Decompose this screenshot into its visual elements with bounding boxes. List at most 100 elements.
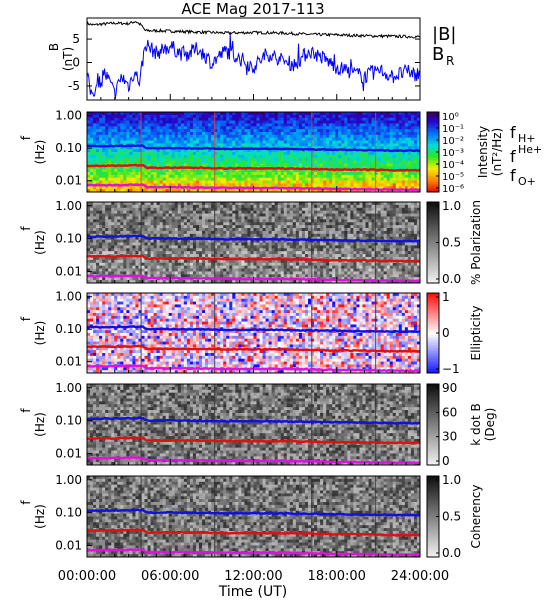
spectrogram-cell — [108, 268, 112, 272]
spectrogram-cell — [144, 117, 148, 121]
spectrogram-cell — [229, 225, 233, 229]
spectrogram-cell — [356, 117, 360, 121]
spectrogram-cell — [280, 143, 285, 147]
spectrogram-cell — [271, 265, 276, 269]
spectrogram-cell — [217, 117, 221, 121]
spectrogram-cell — [90, 126, 94, 130]
spectrogram-cell — [286, 112, 291, 116]
spectrogram-cell — [180, 248, 185, 252]
spectrogram-cell — [253, 154, 257, 159]
spectrogram-cell — [323, 172, 327, 176]
spectrogram-cell — [235, 274, 239, 278]
spectrogram-cell — [404, 177, 409, 181]
spectrogram-cell — [159, 117, 164, 121]
spectrogram-cell — [289, 183, 294, 187]
spectrogram-cell — [177, 219, 182, 223]
spectrogram-cell — [241, 230, 245, 235]
spectrogram-cell — [189, 228, 194, 232]
spectrogram-cell — [180, 251, 185, 255]
spectrogram-cell — [238, 172, 242, 176]
spectrogram-cell — [262, 228, 267, 232]
spectrogram-cell — [123, 149, 127, 153]
spectrogram-cell — [344, 146, 348, 150]
spectrogram-cell — [280, 169, 285, 173]
spectrogram-cell — [108, 230, 112, 235]
spectrogram-cell — [208, 242, 212, 246]
spectrogram-cell — [171, 210, 176, 214]
spectrogram-cell — [386, 132, 391, 136]
spectrogram-cell — [295, 123, 300, 127]
spectrogram-cell — [87, 149, 91, 153]
legend-f-sub-2: O+ — [518, 175, 536, 188]
spectrogram-cell — [123, 117, 127, 121]
spectrogram-cell — [262, 204, 267, 209]
spectrogram-cell — [87, 152, 91, 156]
spectrogram-cell — [344, 112, 348, 116]
spectrogram-cell — [117, 169, 121, 173]
spectrogram-cell — [102, 225, 106, 229]
spectrogram-cell — [132, 204, 136, 209]
spectrogram-cell — [413, 172, 418, 176]
spectrogram-cell — [90, 157, 94, 161]
spectrogram-cell — [183, 259, 188, 264]
spectrogram-cell — [156, 225, 161, 229]
spectrogram-cell — [108, 152, 112, 156]
spectrogram-cell — [174, 202, 179, 206]
spectrogram-cell — [132, 129, 136, 133]
spectrogram-cell — [138, 265, 142, 269]
spectrogram-cell — [114, 242, 118, 246]
spectrogram-cell — [344, 114, 348, 119]
spectrogram-cell — [217, 132, 221, 136]
spectrogram-cell — [404, 134, 409, 139]
spectrogram-cell — [341, 163, 345, 167]
spectrogram-cell — [229, 259, 233, 264]
spectrogram-cell — [317, 134, 321, 139]
spectrogram-cell — [250, 174, 254, 179]
spectrogram-cell — [123, 152, 127, 156]
spectrogram-cell — [108, 189, 112, 193]
spectrogram-cell — [159, 163, 164, 167]
spectrogram-cell — [244, 230, 248, 235]
spectrogram-cell — [99, 230, 103, 235]
spectrogram-cell — [159, 132, 164, 136]
spectrogram-cell — [189, 274, 194, 278]
spectrogram-cell — [199, 117, 203, 121]
spectrogram-cell — [90, 233, 94, 238]
spectrogram-cell — [274, 152, 279, 156]
spectrogram-cell — [250, 222, 254, 226]
spectrogram-cell — [232, 254, 236, 258]
spectrogram-cell — [247, 213, 251, 217]
spectrogram-cell — [153, 202, 158, 206]
spectrogram-cell — [247, 180, 251, 184]
spectrogram-cell — [132, 268, 136, 272]
spectrogram-cell — [326, 152, 330, 156]
spectrogram-cell — [123, 174, 127, 179]
spectrogram-cell — [341, 120, 345, 124]
spectrogram-cell — [395, 160, 400, 164]
spectrogram-cell — [335, 160, 339, 164]
spectrogram-cell — [271, 230, 276, 235]
spectrogram-cell — [365, 132, 369, 136]
spectrogram-cell — [180, 207, 185, 212]
spectrogram-cell — [311, 129, 315, 133]
spectrogram-cell — [217, 129, 221, 133]
spectrogram-cell — [307, 132, 312, 136]
spectrogram-cell — [253, 254, 257, 258]
spectrogram-cell — [295, 183, 300, 187]
spectrogram-cell — [165, 259, 170, 264]
spectrogram-cell — [123, 259, 127, 264]
spectrogram-cell — [407, 152, 412, 156]
spectrogram-cell — [265, 174, 270, 179]
spectrogram-cell — [229, 172, 233, 176]
spectrogram-cell — [144, 265, 148, 269]
spectrogram-cell — [214, 262, 218, 267]
spectrogram-cell — [271, 213, 276, 217]
spectrogram-cell — [232, 157, 236, 161]
spectrogram-cell — [123, 268, 127, 272]
spectrogram-cell — [214, 126, 218, 130]
spectrogram-cell — [144, 140, 148, 144]
spectrogram-cell — [320, 180, 324, 184]
legend-b-r: B — [432, 44, 444, 65]
spectrogram-cell — [271, 143, 276, 147]
spectrogram-cell — [108, 140, 112, 144]
